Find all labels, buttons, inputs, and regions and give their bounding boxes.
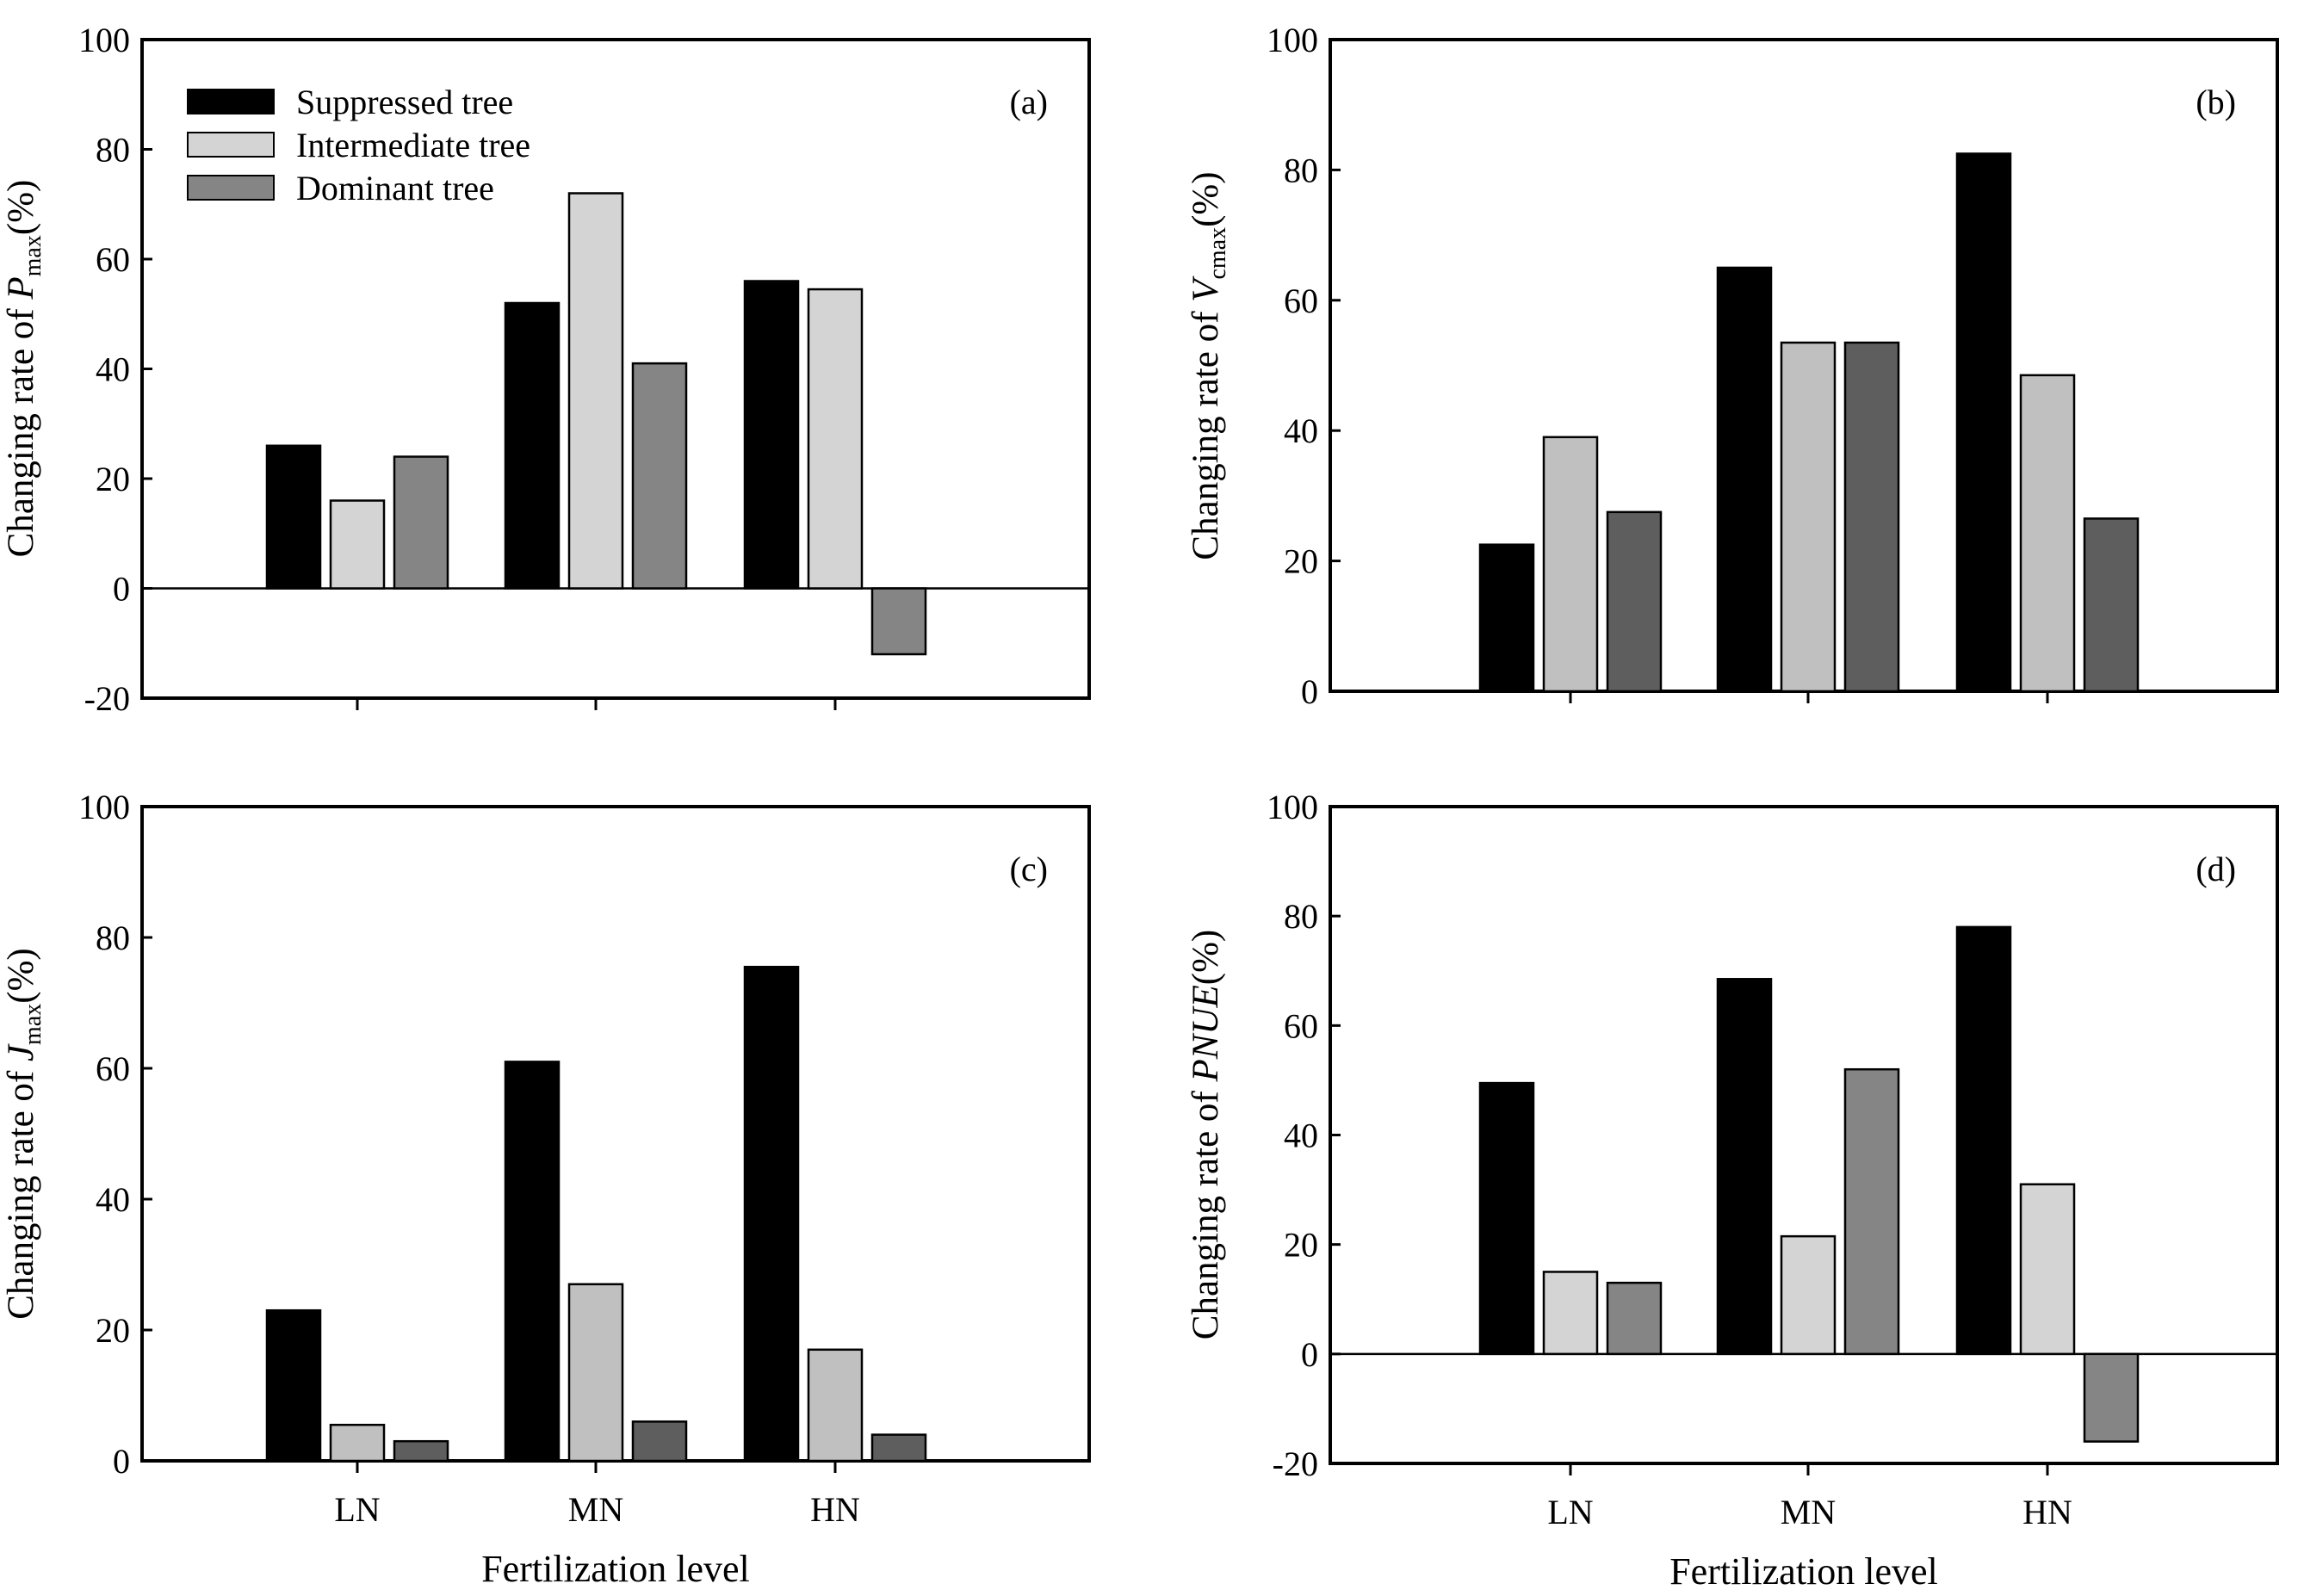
bar-mn-suppressed-tree [504, 1061, 561, 1463]
x-tick-label: MN [568, 1490, 623, 1529]
bar-hn-intermediate-tree [807, 1348, 864, 1463]
y-tick-label: 100 [1267, 21, 1318, 59]
bar-mn-dominant-tree [1843, 1067, 1900, 1356]
legend-label: Suppressed tree [296, 83, 513, 121]
panel-label: (b) [2196, 83, 2236, 121]
bar-mn-suppressed-tree [1716, 266, 1773, 693]
y-tick-label: 80 [1284, 151, 1318, 189]
y-tick-label: 60 [96, 240, 130, 279]
bar-hn-dominant-tree [2083, 1352, 2140, 1443]
bar-mn-dominant-tree [1843, 341, 1900, 693]
bar-hn-dominant-tree [870, 1433, 927, 1463]
bar-mn-intermediate-tree [567, 1283, 624, 1463]
bar-ln-suppressed-tree [1478, 543, 1535, 693]
bar-ln-dominant-tree [1606, 1281, 1663, 1356]
bar-hn-suppressed-tree [1955, 152, 2012, 693]
bar-ln-intermediate-tree [329, 1423, 386, 1463]
bar-ln-intermediate-tree [329, 499, 386, 590]
bar-hn-dominant-tree [2083, 517, 2140, 693]
y-tick-label: 40 [96, 350, 130, 389]
y-axis-title: Changing rate of Vcmax(%) [1186, 171, 1231, 560]
y-tick-label: 40 [1284, 1117, 1318, 1155]
legend-swatch [187, 132, 275, 158]
bar-mn-dominant-tree [631, 362, 688, 590]
bar-ln-suppressed-tree [265, 444, 322, 590]
y-tick-label: -20 [1273, 1444, 1318, 1483]
bar-ln-dominant-tree [393, 455, 449, 590]
legend-label: Intermediate tree [296, 126, 530, 164]
bar-mn-intermediate-tree [567, 192, 624, 590]
bar-mn-suppressed-tree [1716, 978, 1773, 1356]
bar-hn-suppressed-tree [743, 965, 800, 1463]
y-tick-label: 100 [78, 788, 130, 826]
bar-mn-dominant-tree [631, 1420, 688, 1463]
y-tick-label: 60 [1284, 281, 1318, 320]
x-tick-label: LN [1547, 1493, 1593, 1531]
chart-panel-d: -20 0 20 40 60 80 100 LN MN HN (d) Changing rate of… [1186, 788, 2279, 1593]
bar-mn-intermediate-tree [1780, 341, 1837, 693]
x-axis-title: Fertilization level [481, 1548, 750, 1590]
y-axis-title: Changing rate of Jmax(%) [1, 948, 46, 1320]
y-tick-label: 80 [1284, 897, 1318, 936]
y-tick-label: 20 [1284, 542, 1318, 581]
y-tick-label: 0 [1301, 1335, 1318, 1374]
bar-mn-suppressed-tree [504, 301, 561, 590]
y-tick-label: -20 [84, 679, 130, 718]
y-tick-label: 0 [113, 570, 130, 609]
bar-hn-suppressed-tree [743, 280, 800, 590]
x-tick-label: HN [810, 1490, 860, 1529]
y-tick-label: 80 [96, 131, 130, 170]
y-tick-label: 20 [96, 460, 130, 498]
y-tick-label: 60 [1284, 1006, 1318, 1045]
y-tick-label: 20 [96, 1311, 130, 1350]
bar-hn-suppressed-tree [1955, 925, 2012, 1356]
y-tick-label: 40 [1284, 411, 1318, 450]
bar-hn-dominant-tree [870, 587, 927, 656]
legend: Suppressed tree Intermediate tree Dominant… [187, 83, 530, 207]
x-tick-label: HN [2022, 1493, 2072, 1531]
legend-swatch [187, 89, 275, 114]
legend-label: Dominant tree [296, 169, 494, 207]
x-tick-label: LN [334, 1490, 380, 1529]
y-tick-label: 60 [96, 1049, 130, 1088]
panel-label: (c) [1010, 850, 1048, 888]
chart-panel-c: 0 20 40 60 80 100 LN MN HN (c) Changing rate of Jm… [1, 788, 1091, 1590]
y-tick-label: 100 [78, 21, 130, 59]
x-tick-label: MN [1781, 1493, 1836, 1531]
bar-hn-intermediate-tree [807, 288, 864, 590]
bar-ln-suppressed-tree [265, 1308, 322, 1463]
y-tick-label: 100 [1267, 788, 1318, 826]
y-axis-title: Changing rate of Pmax(%) [1, 180, 46, 558]
y-axis-title: Changing rate of PNUE(%) [1186, 930, 1226, 1339]
legend-swatch [187, 175, 275, 201]
bar-ln-intermediate-tree [1542, 1271, 1599, 1356]
bar-ln-suppressed-tree [1478, 1081, 1535, 1356]
panel-label: (d) [2196, 850, 2236, 888]
bar-hn-intermediate-tree [2019, 1183, 2076, 1356]
y-tick-label: 0 [1301, 672, 1318, 711]
bar-ln-dominant-tree [1606, 510, 1663, 693]
x-axis-title: Fertilization level [1669, 1550, 1938, 1593]
bar-ln-intermediate-tree [1542, 436, 1599, 693]
y-tick-label: 20 [1284, 1226, 1318, 1265]
bar-ln-dominant-tree [393, 1439, 449, 1463]
y-tick-label: 0 [113, 1442, 130, 1481]
y-tick-label: 80 [96, 919, 130, 957]
bar-hn-intermediate-tree [2019, 374, 2076, 693]
chart-panel-b: 0 20 40 60 80 100 (b) Changing rate of Vcmax(%) [1186, 21, 2279, 711]
panel-label: (a) [1010, 83, 1048, 121]
bar-mn-intermediate-tree [1780, 1234, 1837, 1356]
y-tick-label: 40 [96, 1180, 130, 1219]
chart-panel-a: -20 0 20 40 60 80 100 (a) Changing rate of Pmax(… [1, 21, 1091, 718]
